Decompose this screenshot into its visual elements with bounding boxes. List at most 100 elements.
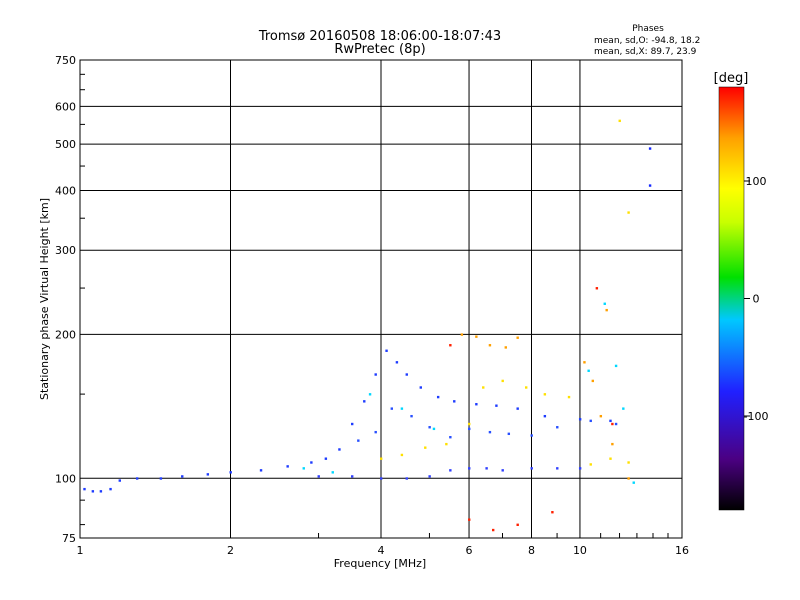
data-point	[501, 469, 504, 472]
data-point	[556, 426, 559, 429]
data-point	[632, 481, 635, 484]
data-point	[516, 523, 519, 527]
data-point	[648, 184, 652, 187]
data-point	[599, 414, 603, 418]
data-point	[611, 422, 614, 426]
x-axis-ticks: 1 2 4 6 8 10 16	[77, 533, 689, 557]
data-point	[83, 487, 86, 491]
data-point	[468, 427, 471, 431]
data-point	[627, 461, 630, 464]
data-point	[468, 467, 471, 470]
phase-stats-x: mean, sd,X: 89.7, 23.9	[594, 47, 697, 57]
data-point	[603, 302, 606, 305]
y-tick-label: 75	[62, 532, 76, 545]
y-tick-label: 100	[55, 472, 76, 485]
data-point	[286, 465, 289, 468]
data-point	[436, 395, 440, 399]
data-point	[118, 479, 121, 482]
y-tick-label: 500	[55, 138, 76, 151]
chart-subtitle: RwPretec (8p)	[334, 42, 425, 57]
data-point	[363, 400, 366, 403]
data-point	[400, 407, 404, 410]
data-point	[614, 422, 618, 426]
data-point	[428, 426, 431, 429]
colorbar-tick-label: 100	[746, 175, 767, 188]
data-point	[357, 439, 360, 442]
x-tick-label: 6	[466, 544, 473, 557]
phase-stats-o: mean, sd,O: -94.8, 18.2	[594, 36, 700, 46]
data-point	[516, 407, 519, 410]
data-point	[445, 442, 448, 446]
y-tick-label: 600	[55, 100, 76, 113]
data-point	[460, 333, 464, 336]
data-point	[468, 518, 471, 521]
data-point	[135, 477, 139, 480]
data-point	[331, 471, 334, 474]
plot-frame	[79, 59, 683, 539]
data-point	[410, 414, 413, 418]
data-point	[449, 469, 452, 472]
data-point	[449, 435, 452, 439]
data-point	[485, 467, 488, 470]
data-point	[159, 477, 163, 480]
data-point	[501, 379, 504, 383]
data-point	[109, 487, 112, 491]
data-point	[475, 403, 478, 406]
data-point	[611, 442, 614, 446]
data-point	[351, 422, 354, 426]
data-point	[551, 511, 554, 514]
data-point	[609, 419, 612, 423]
data-point	[419, 386, 422, 389]
data-point	[468, 422, 471, 426]
data-point	[302, 467, 305, 470]
data-point	[516, 336, 519, 339]
data-point	[622, 407, 625, 410]
data-point	[424, 446, 427, 449]
data-point	[181, 475, 184, 478]
data-point	[605, 308, 608, 312]
data-point	[587, 369, 590, 372]
data-point	[405, 373, 408, 376]
data-point	[491, 528, 495, 532]
y-tick-label: 300	[55, 244, 76, 257]
data-point	[578, 467, 582, 470]
x-tick-label: 4	[378, 544, 385, 557]
data-point	[614, 364, 618, 368]
data-point	[530, 467, 533, 470]
data-point	[495, 404, 498, 407]
phase-title: Phases	[632, 24, 664, 34]
data-point	[428, 475, 431, 478]
data-point	[609, 457, 612, 460]
data-point	[338, 448, 341, 451]
data-point	[374, 373, 377, 376]
chart-title: Tromsø 20160508 18:06:00-18:07:43	[258, 29, 501, 44]
y-tick-label: 750	[55, 54, 76, 67]
data-point	[488, 344, 492, 347]
x-axis-label: Frequency [MHz]	[334, 557, 426, 570]
grid-lines	[80, 60, 682, 538]
colorbar-label: [deg]	[714, 71, 749, 86]
data-point	[507, 432, 511, 436]
x-tick-label: 16	[675, 544, 689, 557]
colorbar-tick-label: 0	[753, 293, 760, 306]
data-point	[351, 475, 354, 478]
data-point	[482, 386, 485, 389]
data-point	[380, 457, 383, 460]
data-point	[627, 477, 630, 480]
colorbar-ticks: 100 0 -100	[744, 175, 769, 423]
data-point	[395, 361, 399, 364]
data-point	[556, 467, 559, 470]
colorbar-tick-label: -100	[744, 410, 769, 423]
y-axis-label: Stationary phase Virtual Height [km]	[38, 198, 51, 400]
data-point	[374, 430, 377, 434]
data-point	[310, 461, 313, 464]
data-point	[504, 346, 507, 349]
data-point	[627, 211, 630, 214]
data-point	[589, 419, 592, 423]
data-point	[317, 475, 320, 478]
data-point	[475, 335, 478, 338]
data-point	[99, 490, 103, 493]
data-point	[488, 430, 492, 434]
y-tick-label: 200	[55, 328, 76, 341]
